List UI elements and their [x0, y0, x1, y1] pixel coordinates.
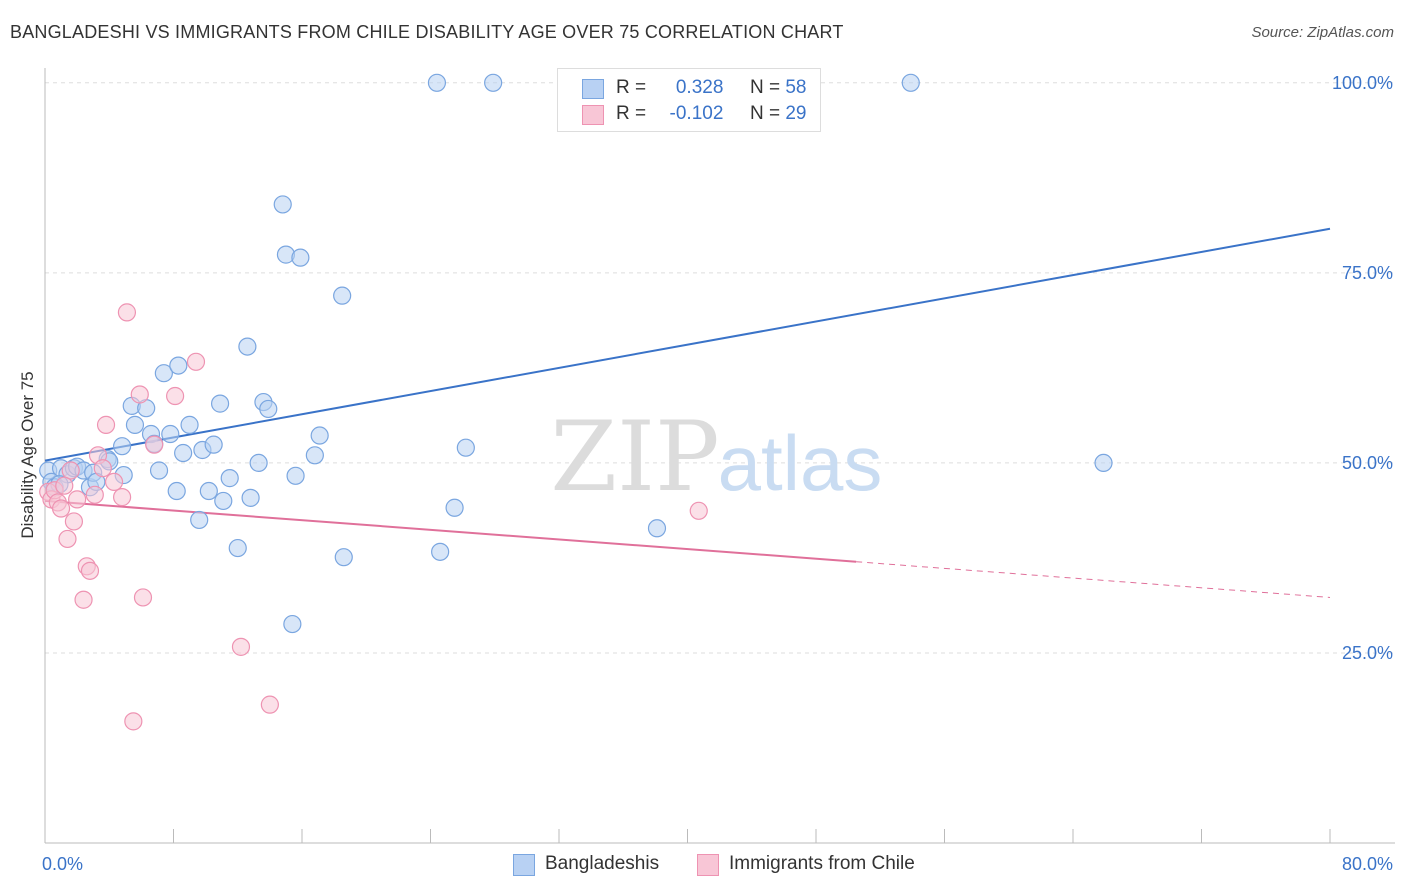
point-chile — [55, 476, 74, 495]
data-points — [39, 73, 1113, 731]
point-bangladeshis — [199, 481, 218, 501]
point-bangladeshis — [174, 443, 193, 463]
bottom-legend-swatch-blue — [513, 854, 535, 876]
y-tick-label: 50.0% — [1342, 453, 1393, 473]
chart-title: BANGLADESHI VS IMMIGRANTS FROM CHILE DIS… — [10, 22, 844, 42]
point-bangladeshis — [161, 424, 180, 444]
tick-labels: 25.0% 50.0% 75.0% 100.0% 0.0% 80.0% — [42, 73, 1393, 874]
point-bangladeshis — [273, 195, 292, 214]
point-bangladeshis — [169, 356, 188, 375]
legend-swatch-blue — [582, 79, 604, 99]
point-chile — [130, 385, 149, 404]
legend-swatch-pink — [582, 105, 604, 125]
point-bangladeshis — [484, 73, 503, 92]
point-chile — [260, 695, 279, 714]
r-value: -0.102 — [669, 103, 724, 124]
y-tick-label: 25.0% — [1342, 643, 1393, 663]
point-bangladeshis — [431, 542, 450, 561]
point-bangladeshis — [901, 73, 920, 92]
point-bangladeshis — [228, 538, 247, 558]
point-chile — [124, 712, 143, 731]
point-bangladeshis — [249, 453, 268, 473]
point-bangladeshis — [310, 426, 329, 445]
n-label: N = — [749, 103, 781, 124]
point-chile — [68, 490, 87, 509]
point-chile — [117, 303, 137, 322]
y-tick-label: 75.0% — [1342, 263, 1393, 283]
point-bangladeshis — [291, 248, 310, 267]
point-bangladeshis — [456, 438, 475, 457]
point-bangladeshis — [647, 519, 667, 538]
bottom-legend-label: Immigrants from Chile — [729, 853, 915, 874]
point-bangladeshis — [259, 399, 278, 419]
watermark: ZIP atlas — [550, 401, 882, 513]
axes — [44, 68, 1395, 844]
point-chile — [133, 588, 153, 607]
trend-line-chile — [44, 499, 857, 563]
point-chile — [96, 415, 116, 434]
point-bangladeshis — [305, 446, 324, 465]
point-chile — [85, 485, 104, 504]
point-bangladeshis — [154, 364, 173, 383]
point-bangladeshis — [427, 73, 447, 92]
point-chile — [112, 488, 132, 507]
source-label: Source: ZipAtlas.com — [1251, 24, 1394, 41]
point-chile — [58, 529, 77, 549]
point-chile — [231, 637, 251, 656]
point-bangladeshis — [167, 481, 186, 501]
trend-line-bangladeshis — [44, 227, 1331, 462]
point-chile — [51, 499, 71, 518]
trend-lines — [44, 227, 1331, 598]
point-bangladeshis — [180, 415, 199, 434]
point-bangladeshis — [286, 466, 305, 485]
grid-lines — [45, 82, 1395, 654]
r-label: R = — [616, 77, 647, 98]
point-chile — [689, 501, 708, 520]
n-value: 58 — [785, 77, 807, 98]
point-bangladeshis — [1094, 453, 1113, 473]
r-label: R = — [616, 103, 647, 124]
point-bangladeshis — [214, 491, 233, 511]
point-chile — [74, 590, 93, 609]
point-bangladeshis — [125, 415, 145, 434]
point-chile — [186, 352, 206, 371]
bottom-legend-label: Bangladeshis — [545, 853, 660, 874]
point-chile — [64, 512, 84, 531]
point-bangladeshis — [190, 510, 209, 530]
point-bangladeshis — [220, 469, 239, 488]
n-label: N = — [749, 77, 781, 98]
point-chile — [145, 435, 164, 454]
r-value: 0.328 — [675, 77, 724, 98]
point-chile — [80, 561, 100, 580]
point-bangladeshis — [149, 461, 169, 480]
y-tick-label: 100.0% — [1332, 73, 1393, 93]
point-bangladeshis — [445, 498, 464, 517]
watermark-atlas: atlas — [718, 419, 883, 507]
point-bangladeshis — [241, 488, 260, 507]
bottom-legend-swatch-pink — [697, 854, 719, 876]
point-bangladeshis — [112, 437, 132, 456]
n-value: 29 — [785, 103, 807, 124]
y-axis-label: Disability Age Over 75 — [18, 371, 37, 539]
point-bangladeshis — [204, 435, 223, 454]
point-bangladeshis — [283, 614, 302, 634]
point-chile — [166, 386, 185, 406]
point-chile — [61, 461, 80, 480]
point-bangladeshis — [238, 337, 257, 356]
point-bangladeshis — [210, 394, 230, 413]
watermark-zip: ZIP — [550, 401, 719, 513]
point-bangladeshis — [334, 548, 353, 567]
stats-legend: R = 0.328 N = 58 R = -0.102 N = 29 — [557, 68, 821, 132]
x-tick-label: 0.0% — [42, 854, 83, 874]
point-chile — [93, 459, 112, 478]
x-tick-label: 80.0% — [1342, 854, 1393, 874]
trend-line-chile-extrapolated — [856, 561, 1331, 598]
point-chile — [104, 472, 124, 492]
point-bangladeshis — [333, 286, 352, 305]
